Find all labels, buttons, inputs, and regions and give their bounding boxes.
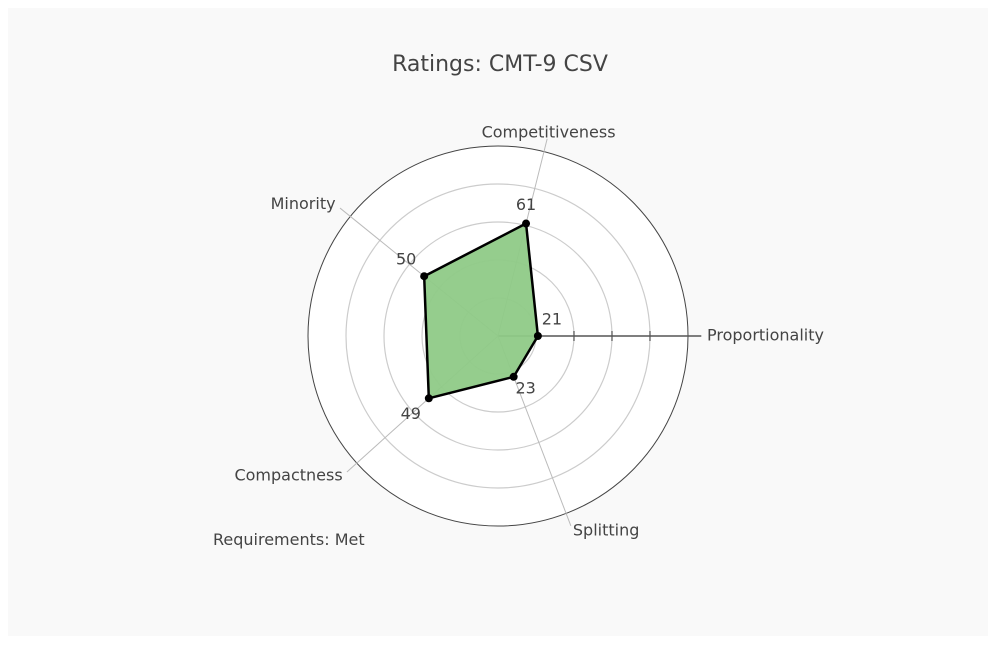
value-label-minority: 50 bbox=[396, 250, 416, 269]
series-polygon bbox=[422, 222, 540, 400]
data-point-splitting bbox=[509, 372, 518, 381]
chart-title: Ratings: CMT-9 CSV bbox=[392, 52, 608, 77]
requirements-status: Requirements: Met bbox=[213, 530, 365, 549]
value-label-compactness: 49 bbox=[401, 404, 421, 423]
axis-label-minority: Minority bbox=[271, 194, 336, 213]
data-point-competitiveness bbox=[522, 219, 531, 228]
data-point-compactness bbox=[424, 394, 433, 403]
value-label-proportionality: 21 bbox=[542, 310, 562, 329]
axis-label-splitting: Splitting bbox=[573, 521, 640, 540]
axis-label-competitiveness: Competitiveness bbox=[482, 123, 616, 142]
value-label-competitiveness: 61 bbox=[516, 195, 536, 214]
data-point-proportionality bbox=[533, 332, 542, 340]
value-label-splitting: 23 bbox=[515, 378, 535, 397]
data-series bbox=[420, 219, 542, 403]
data-point-minority bbox=[420, 272, 429, 281]
axis-label-proportionality: Proportionality bbox=[707, 326, 824, 345]
labels: Proportionality Competitiveness Minority Co… bbox=[234, 123, 824, 540]
axis-label-compactness: Compactness bbox=[234, 465, 342, 484]
